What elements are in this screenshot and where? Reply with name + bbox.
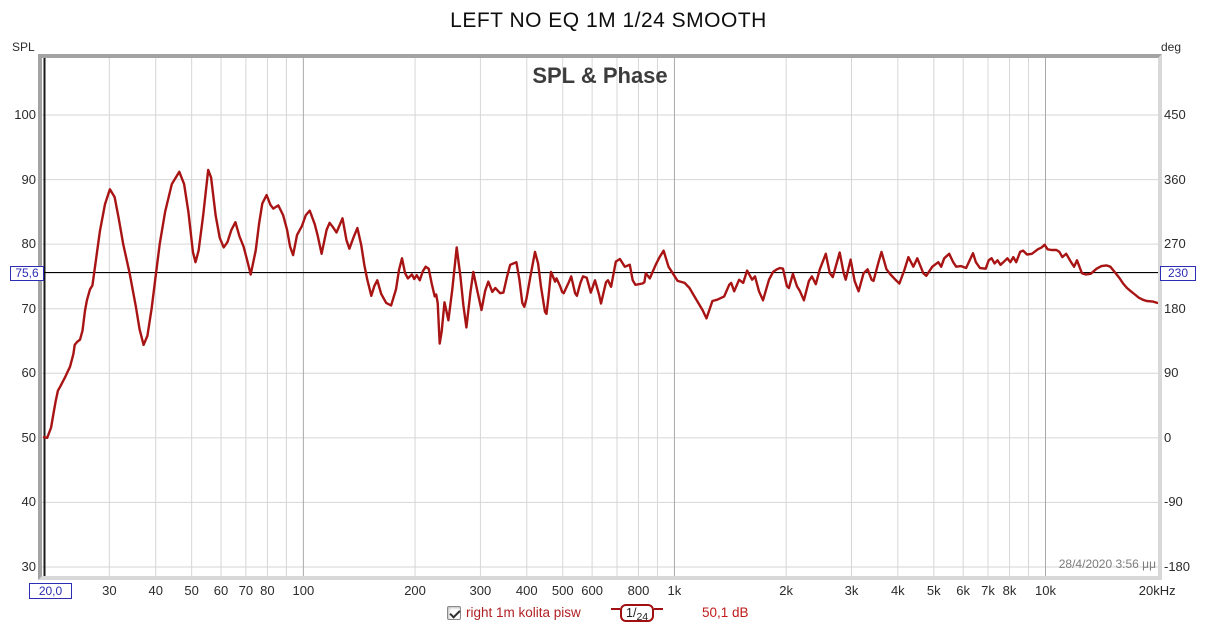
phase-axis-tick-label: 90 [1164, 365, 1179, 381]
smoothing-badge-group: 1/24 [611, 604, 664, 623]
page-title: LEFT NO EQ 1M 1/24 SMOOTH [450, 9, 767, 32]
plot-svg [42, 58, 1158, 576]
phase-axis-tick-label: 180 [1164, 300, 1186, 316]
phase-axis-tick-label: 0 [1164, 429, 1172, 445]
cursor-frequency-readout[interactable]: 20,0 [29, 583, 72, 599]
x-axis-tick-label: 80 [260, 583, 275, 598]
legend-line-left [611, 608, 620, 610]
x-axis-tick-label: 2k [779, 583, 793, 598]
y-axis-tick-label: 50 [21, 429, 36, 445]
legend-line-right [654, 608, 664, 610]
date-stamp: 28/4/2020 3:56 μμ [1058, 557, 1156, 571]
phase-axis-tick-label: 450 [1164, 107, 1186, 122]
smoothing-numerator: 1/ [626, 606, 637, 620]
x-axis-tick-label: 50 [184, 583, 199, 598]
y-axis-tick-label: 100 [14, 107, 36, 122]
spl-phase-plot-area[interactable]: SPL & Phase 28/4/2020 3:56 μμ [38, 54, 1162, 580]
x-axis-tick-label: 70 [238, 583, 254, 598]
x-axis-tick-label: 5k [926, 583, 941, 598]
chart-inner-title: SPL & Phase [532, 63, 668, 88]
phase-axis-tick-label: 270 [1164, 236, 1186, 252]
x-axis-tick-label: 500 [551, 583, 574, 598]
smoothing-denominator: 24 [636, 611, 649, 623]
x-axis-tick-label: 40 [148, 583, 163, 598]
spl-curve[interactable] [42, 168, 1158, 439]
x-axis-tick-label: 3k [844, 583, 859, 598]
legend-checkbox[interactable] [447, 606, 461, 620]
cursor-level-label: 50,1 dB [702, 605, 749, 620]
phase-axis-tick-label: -180 [1164, 558, 1191, 574]
x-axis-tick-label: 30 [102, 583, 117, 598]
x-axis-tick-label: 10k [1035, 583, 1056, 598]
y-axis-tick-label: 90 [21, 171, 36, 187]
checkmark-icon [449, 607, 461, 619]
y-axis-tick-label: 30 [21, 558, 36, 574]
x-axis-tick-label: 800 [627, 583, 650, 598]
x-axis-tick-label: 400 [515, 583, 538, 598]
y-axis-tick-label: 60 [21, 365, 36, 381]
y-axis-tick-label: 40 [21, 494, 36, 510]
y-axis-tick-label: 80 [21, 236, 36, 252]
x-axis-tick-label: 60 [213, 583, 229, 598]
left-axis-unit-label: SPL [12, 40, 35, 54]
x-axis-tick-label: 200 [404, 583, 426, 598]
phase-axis-tick-label: 360 [1164, 171, 1186, 187]
x-axis-tick-label: 20kHz [1138, 583, 1176, 598]
cursor-spl-readout[interactable]: 75,6 [10, 266, 44, 281]
measurement-name-label[interactable]: right 1m kolita pisw [466, 605, 581, 620]
right-axis-unit-label: deg [1161, 40, 1182, 54]
x-axis-tick-label: 8k [1002, 583, 1017, 598]
y-axis-tick-label: 70 [21, 300, 36, 316]
x-axis-tick-label: 7k [981, 583, 995, 598]
cursor-phase-readout[interactable]: 230 [1160, 266, 1196, 281]
x-axis-tick-label: 600 [581, 583, 603, 598]
x-axis-tick-label: 6k [956, 583, 971, 598]
smoothing-badge: 1/24 [620, 604, 655, 623]
x-axis-tick-label: 1k [667, 583, 682, 598]
phase-axis-tick-label: -90 [1164, 494, 1183, 510]
x-axis-tick-label: 100 [292, 583, 315, 598]
x-axis-tick-label: 4k [890, 583, 905, 598]
x-axis-tick-label: 300 [469, 583, 492, 598]
